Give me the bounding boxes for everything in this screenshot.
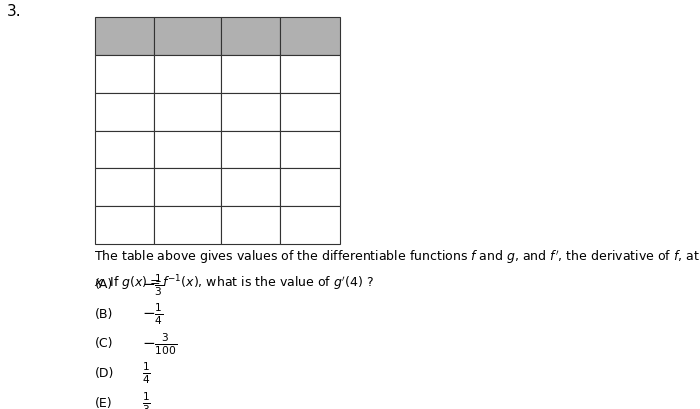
Text: -9: -9 — [243, 67, 258, 82]
Text: 6: 6 — [183, 143, 192, 157]
Text: $f(x)$: $f(x)$ — [175, 29, 199, 45]
Text: $g(x)$: $g(x)$ — [236, 28, 265, 46]
Text: -3: -3 — [243, 180, 258, 195]
Text: -7: -7 — [243, 105, 258, 120]
Text: (D): (D) — [94, 366, 114, 379]
Text: 0: 0 — [120, 143, 129, 157]
Text: 2: 2 — [305, 143, 314, 157]
Text: (E): (E) — [94, 396, 112, 409]
Text: 2: 2 — [120, 180, 129, 195]
Text: 10: 10 — [178, 218, 197, 233]
Text: -2: -2 — [243, 218, 258, 233]
Text: $-\frac{3}{100}$: $-\frac{3}{100}$ — [142, 330, 177, 356]
Text: $-\frac{1}{3}$: $-\frac{1}{3}$ — [142, 272, 164, 297]
Text: 5: 5 — [305, 67, 314, 82]
Text: (B): (B) — [94, 307, 113, 320]
Text: $x$: $x$ — [119, 30, 130, 44]
Text: (A): (A) — [94, 278, 113, 291]
Text: $\frac{1}{4}$: $\frac{1}{4}$ — [142, 360, 151, 385]
Text: 3: 3 — [305, 218, 314, 233]
Text: -4: -4 — [117, 67, 132, 82]
Text: (C): (C) — [94, 337, 113, 350]
Text: $x$. If $g(x) = f^{-1}(x)$, what is the value of $g'(4)$ ?: $x$. If $g(x) = f^{-1}(x)$, what is the … — [94, 273, 374, 292]
Text: 3.: 3. — [7, 4, 22, 19]
Text: 0: 0 — [183, 67, 192, 82]
Text: -2: -2 — [117, 105, 132, 120]
Text: -4: -4 — [243, 143, 258, 157]
Text: The table above gives values of the differentiable functions $f$ and $g$, and $f: The table above gives values of the diff… — [94, 247, 700, 265]
Text: 4: 4 — [183, 105, 192, 120]
Text: 1: 1 — [305, 180, 314, 195]
Text: 4: 4 — [305, 105, 314, 120]
Text: $f'(x)$: $f'(x)$ — [295, 29, 324, 45]
Text: $\frac{1}{3}$: $\frac{1}{3}$ — [142, 389, 151, 409]
Text: 4: 4 — [120, 218, 129, 233]
Text: $-\frac{1}{4}$: $-\frac{1}{4}$ — [142, 301, 164, 326]
Text: 7: 7 — [183, 180, 192, 195]
